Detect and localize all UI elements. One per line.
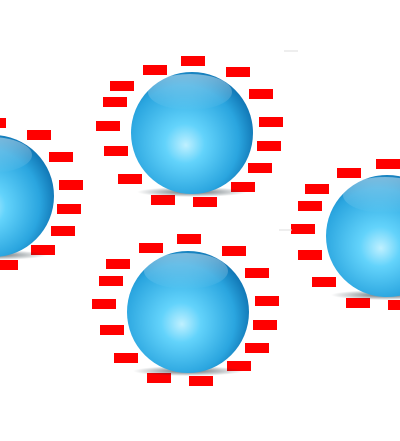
red-marker [291, 224, 315, 234]
red-marker [222, 246, 246, 256]
red-marker [143, 65, 167, 75]
red-marker [59, 180, 83, 190]
red-marker [0, 118, 6, 128]
red-marker [388, 300, 400, 310]
sphere-group-top [96, 56, 283, 207]
red-marker [298, 201, 322, 211]
red-marker [27, 130, 51, 140]
red-marker [189, 376, 213, 386]
red-marker [92, 299, 116, 309]
red-marker [51, 226, 75, 236]
red-marker [104, 146, 128, 156]
red-marker [99, 276, 123, 286]
red-marker [57, 204, 81, 214]
red-marker [298, 250, 322, 260]
red-marker [114, 353, 138, 363]
red-marker [259, 117, 283, 127]
red-marker [253, 320, 277, 330]
red-marker [376, 159, 400, 169]
red-marker [248, 163, 272, 173]
red-marker [193, 197, 217, 207]
red-marker [245, 268, 269, 278]
sphere-group-right [291, 159, 400, 310]
red-marker [305, 184, 329, 194]
red-marker [139, 243, 163, 253]
red-marker [249, 89, 273, 99]
red-marker [177, 234, 201, 244]
red-marker [255, 296, 279, 306]
red-marker [100, 325, 124, 335]
sphere-group-left [0, 118, 83, 270]
red-marker [103, 97, 127, 107]
red-marker [226, 67, 250, 77]
red-marker [118, 174, 142, 184]
red-marker [0, 260, 18, 270]
red-marker [49, 152, 73, 162]
red-marker [257, 141, 281, 151]
red-marker [181, 56, 205, 66]
sphere-group-bottom [92, 234, 279, 386]
red-marker [96, 121, 120, 131]
sphere-gloss [148, 74, 232, 110]
sphere-gloss [144, 253, 228, 289]
red-marker [245, 343, 269, 353]
red-marker [106, 259, 130, 269]
red-marker [110, 81, 134, 91]
red-marker [337, 168, 361, 178]
red-marker [312, 277, 336, 287]
